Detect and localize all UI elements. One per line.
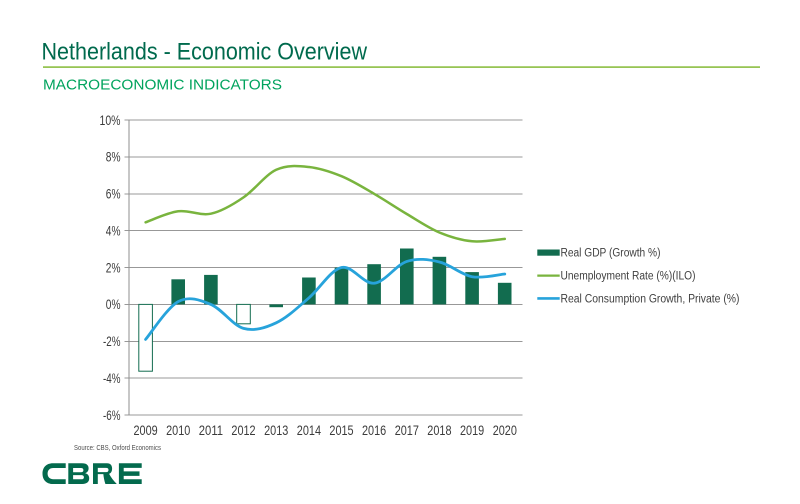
svg-text:6%: 6%	[106, 187, 121, 202]
svg-text:Source: CBS, Oxford Economics: Source: CBS, Oxford Economics	[74, 443, 161, 452]
svg-text:Real Consumption Growth, Priva: Real Consumption Growth, Private (%)	[561, 293, 740, 305]
svg-text:2019: 2019	[460, 423, 484, 438]
svg-text:MACROECONOMIC INDICATORS: MACROECONOMIC INDICATORS	[43, 77, 282, 94]
svg-text:2010: 2010	[166, 423, 190, 438]
svg-text:2017: 2017	[395, 423, 419, 438]
svg-text:8%: 8%	[106, 150, 121, 165]
svg-text:Unemployment Rate (%)(ILO): Unemployment Rate (%)(ILO)	[561, 271, 696, 283]
svg-text:2020: 2020	[493, 423, 517, 438]
svg-text:2018: 2018	[427, 423, 451, 438]
svg-text:2%: 2%	[106, 260, 121, 275]
svg-text:2013: 2013	[264, 423, 288, 438]
svg-text:2015: 2015	[329, 423, 353, 438]
svg-text:2011: 2011	[199, 423, 223, 438]
svg-text:0%: 0%	[106, 297, 121, 312]
svg-text:2009: 2009	[134, 423, 158, 438]
svg-text:-6%: -6%	[103, 408, 121, 423]
svg-text:2016: 2016	[362, 423, 386, 438]
svg-text:Real GDP (Growth %): Real GDP (Growth %)	[561, 248, 661, 260]
svg-text:-4%: -4%	[103, 371, 121, 386]
svg-text:2012: 2012	[231, 423, 255, 438]
svg-text:-2%: -2%	[103, 334, 121, 349]
svg-text:4%: 4%	[106, 223, 121, 238]
svg-text:Netherlands - Economic Overvie: Netherlands - Economic Overview	[42, 38, 368, 65]
svg-text:10%: 10%	[100, 113, 121, 128]
svg-text:2014: 2014	[297, 423, 322, 438]
